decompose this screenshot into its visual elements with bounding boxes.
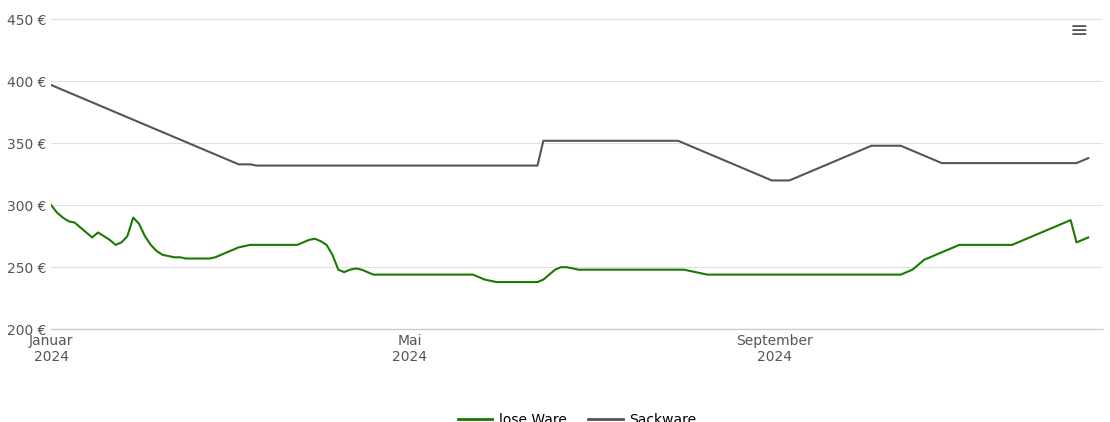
Legend: lose Ware, Sackware: lose Ware, Sackware (452, 407, 703, 422)
Text: ≡: ≡ (1069, 21, 1088, 41)
